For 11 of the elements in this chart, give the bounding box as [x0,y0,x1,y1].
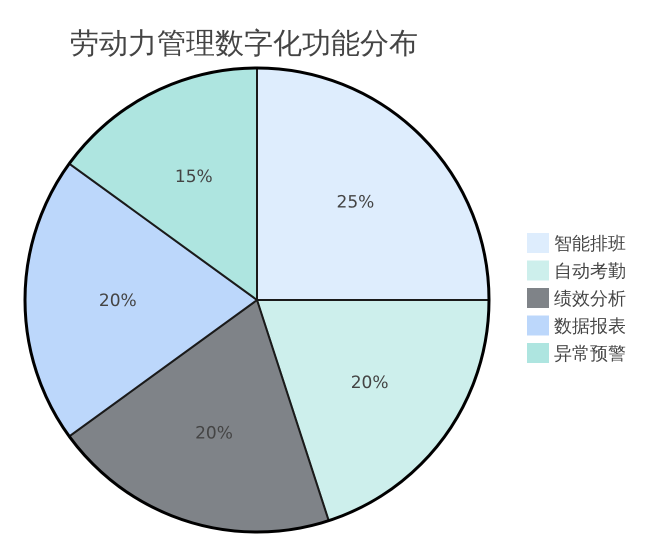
data-label: 25% [336,192,374,213]
legend-label: 异常预警 [554,343,626,364]
data-label: 20% [195,423,233,444]
legend-label: 数据报表 [554,316,626,337]
data-label: 20% [350,372,389,393]
chart-title: 劳动力管理数字化功能分布 [70,26,418,60]
legend-label: 智能排班 [554,233,626,254]
data-label: 20% [98,290,137,311]
legend-label: 自动考勤 [554,260,626,282]
legend-label: 绩效分析 [554,288,626,310]
data-label: 15% [174,166,213,187]
